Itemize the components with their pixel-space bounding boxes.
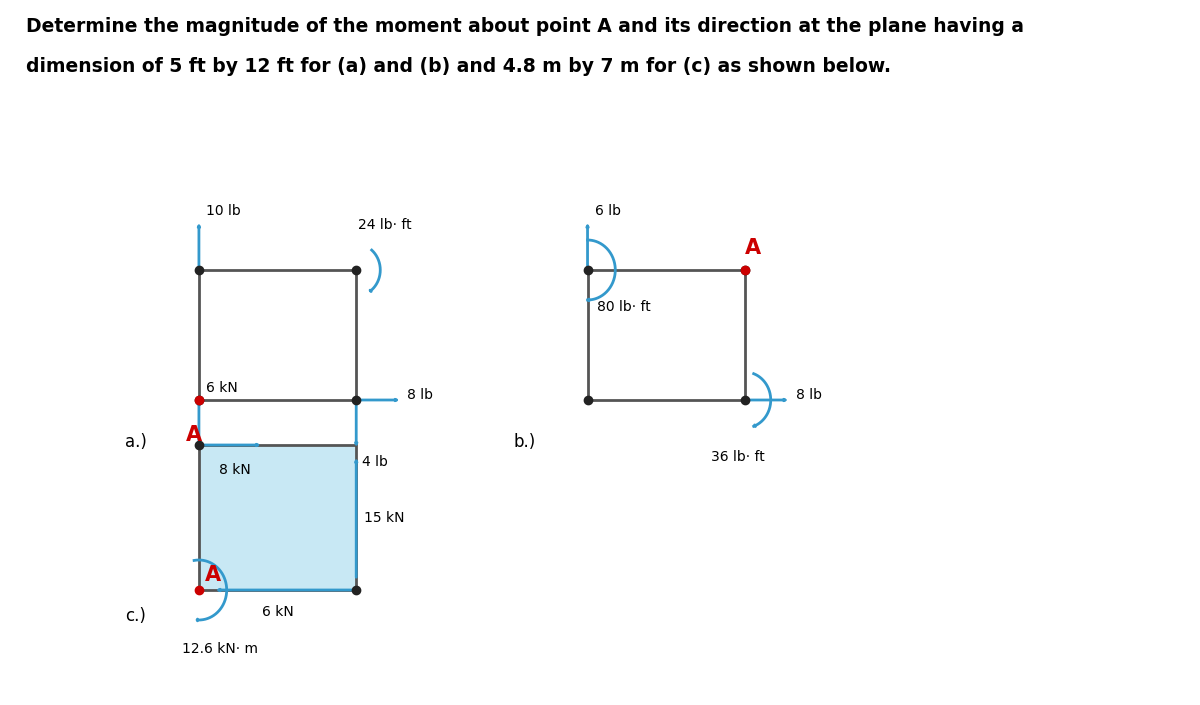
Text: b.): b.) [514,433,535,451]
Text: A: A [745,238,761,258]
Text: c.): c.) [125,607,145,625]
Text: A: A [205,565,221,585]
Text: 24 lb· ft: 24 lb· ft [358,218,412,232]
Text: 6 kN: 6 kN [206,381,238,395]
Text: 36 lb· ft: 36 lb· ft [710,450,764,464]
Text: 6 kN: 6 kN [262,605,294,619]
Polygon shape [199,445,356,590]
Text: 80 lb· ft: 80 lb· ft [596,300,650,314]
Text: 4 lb: 4 lb [361,455,388,469]
Text: dimension of 5 ft by 12 ft for (a) and (b) and 4.8 m by 7 m for (c) as shown bel: dimension of 5 ft by 12 ft for (a) and (… [26,57,890,76]
Text: 8 kN: 8 kN [220,463,251,477]
Text: a.): a.) [125,433,146,451]
Text: Determine the magnitude of the moment about point A and its direction at the pla: Determine the magnitude of the moment ab… [26,17,1024,36]
Text: 12.6 kN· m: 12.6 kN· m [182,642,258,656]
Text: 8 lb: 8 lb [796,388,822,402]
Text: A: A [186,425,203,445]
Text: 6 lb: 6 lb [595,204,620,218]
Text: 8 lb: 8 lb [407,388,433,402]
Text: 15 kN: 15 kN [364,510,404,525]
Text: 10 lb: 10 lb [206,204,241,218]
